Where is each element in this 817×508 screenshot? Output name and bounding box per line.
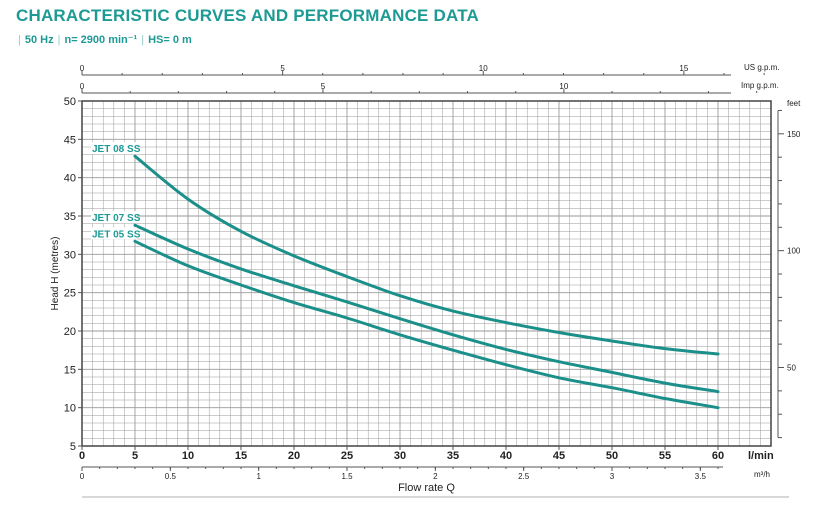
x-tick-label: 50	[606, 450, 618, 462]
y-tick-label: 20	[64, 326, 76, 338]
m3h-tick-label: 2	[433, 472, 438, 481]
jet-08-ss-label-bg	[91, 142, 137, 155]
m3h-tick-label: 0.5	[165, 472, 177, 481]
m3h-tick-label: 1	[256, 472, 261, 481]
y-tick-label: 10	[64, 403, 76, 415]
x-tick-label: 40	[500, 450, 512, 462]
feet-tick-label: 100	[787, 247, 801, 256]
jet-07-ss-label: JET 07 SS	[92, 213, 141, 224]
m3h-unit-label: m³/h	[754, 470, 770, 479]
y-tick-label: 30	[64, 249, 76, 261]
jet-05-ss-curve	[133, 239, 720, 410]
x-tick-label: 60	[712, 450, 724, 462]
frequency-label: 50 Hz	[24, 34, 54, 46]
grid	[81, 100, 772, 447]
m3h-tick-label: 1.5	[341, 472, 353, 481]
operating-conditions: | 50 Hz | n= 2900 min⁻¹ | HS= 0 m	[18, 33, 192, 46]
imp-gpm-unit-label: Imp g.p.m.	[741, 81, 779, 90]
y-tick-label: 35	[64, 211, 76, 223]
y-tick-label: 25	[64, 288, 76, 300]
us-gpm-tick-label: 10	[479, 64, 488, 73]
us-gpm-tick-label: 15	[679, 64, 688, 73]
x-tick-label: 20	[288, 450, 300, 462]
x-tick-label: 10	[182, 450, 194, 462]
speed-label: n= 2900 min⁻¹	[64, 34, 138, 46]
x-tick-label: 25	[341, 450, 353, 462]
m3h-tick-label: 0	[80, 472, 85, 481]
y-tick-label: 45	[64, 134, 76, 146]
x-axis-label: Flow rate Q	[398, 482, 455, 494]
y-tick-label: 50	[64, 96, 76, 108]
plot-border	[81, 100, 772, 447]
x-tick-label: 35	[447, 450, 459, 462]
imp-gpm-tick-label: 5	[321, 82, 326, 91]
x-tick-label: 55	[659, 450, 671, 462]
m3h-tick-label: 3.5	[695, 472, 707, 481]
separator: |	[18, 34, 21, 46]
jet-05-ss-label: JET 05 SS	[92, 229, 141, 240]
x-tick-label: 0	[79, 450, 85, 462]
y-tick-label: 15	[64, 364, 76, 376]
jet-07-ss-curve	[133, 223, 720, 394]
us-gpm-tick-label: 0	[80, 64, 85, 73]
x-tick-label: 15	[235, 450, 247, 462]
x-unit-label: l/min	[748, 450, 774, 462]
us-gpm-unit-label: US g.p.m.	[744, 63, 780, 72]
m3h-tick-label: 3	[610, 472, 615, 481]
imp-gpm-tick-label: 0	[80, 82, 85, 91]
y-tick-label: 5	[70, 441, 76, 453]
suction-height-label: HS= 0 m	[148, 34, 192, 46]
chart-title: CHARACTERISTIC CURVES AND PERFORMANCE DA…	[16, 6, 480, 25]
y-tick-label: 40	[64, 173, 76, 185]
jet-05-ss-label-bg	[91, 227, 137, 240]
separator: |	[57, 34, 61, 46]
jet-07-ss-label-bg	[91, 211, 137, 224]
us-gpm-tick-label: 5	[280, 64, 285, 73]
feet-tick-label: 150	[787, 130, 801, 139]
imp-gpm-tick-label: 10	[559, 82, 568, 91]
feet-unit-label: feet	[787, 99, 801, 108]
x-tick-label: 30	[394, 450, 406, 462]
y-axis-label: Head H (metres)	[50, 237, 61, 311]
jet-08-ss-label: JET 08 SS	[92, 144, 141, 155]
x-tick-label: 5	[132, 450, 138, 462]
x-tick-label: 45	[553, 450, 565, 462]
feet-tick-label: 50	[787, 363, 796, 372]
jet-08-ss-curve	[133, 154, 720, 356]
m3h-tick-label: 2.5	[518, 472, 530, 481]
separator: |	[141, 34, 145, 46]
